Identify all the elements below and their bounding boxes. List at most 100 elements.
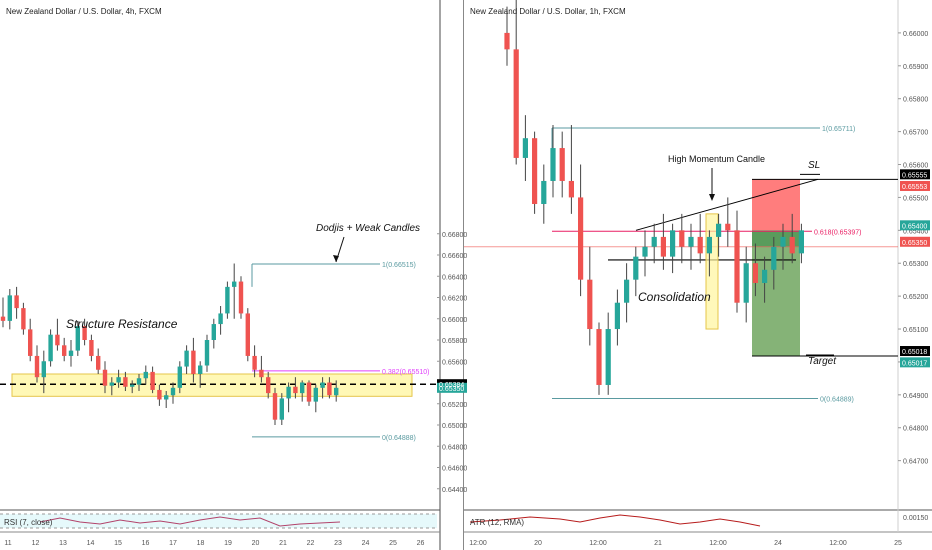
annotation-high-momentum-candle: High Momentum Candle	[668, 154, 765, 164]
price-badge	[900, 169, 930, 180]
x-tick-label: 24	[362, 540, 370, 547]
y-tick-label: 0.65000	[442, 423, 467, 430]
candle-body	[0, 316, 6, 321]
annotation-arrowhead-dodjis	[333, 255, 339, 262]
annotation-structure-resistance: Structure Resistance	[66, 317, 178, 331]
candle-body	[123, 377, 128, 387]
y-tick-label: 0.66000	[903, 31, 928, 38]
y-tick-label: 0.66000	[442, 317, 467, 324]
left-chart-title: New Zealand Dollar / U.S. Dollar, 4h, FX…	[6, 7, 162, 16]
candle-body	[532, 138, 538, 204]
x-tick-label: 12:00	[589, 540, 607, 547]
candle-body	[716, 223, 722, 237]
candle-body	[660, 236, 666, 257]
y-tick-label: 0.64800	[903, 426, 928, 433]
candle-body	[225, 286, 230, 314]
x-tick-label: 14	[87, 540, 95, 547]
candle-body	[116, 377, 121, 383]
x-tick-label: 13	[59, 540, 67, 547]
fib-level-label: 0.618(0.65397)	[814, 229, 861, 236]
x-tick-label: 26	[417, 540, 425, 547]
rsi-band	[0, 514, 437, 528]
candle-body	[238, 281, 244, 314]
y-tick-label: 0.64900	[903, 393, 928, 400]
candle-body	[150, 371, 155, 390]
y-tick-label: 0.66200	[442, 296, 467, 303]
candle-body	[559, 148, 565, 181]
candle-body	[752, 263, 758, 283]
y-tick-label: 0.66600	[442, 253, 467, 260]
annotation-consolidation: Consolidation	[638, 290, 711, 304]
candle-body	[541, 180, 547, 204]
candle-body	[327, 382, 332, 396]
candle-body	[232, 281, 237, 287]
candle-body	[568, 180, 574, 198]
candle-body	[504, 32, 510, 50]
x-tick-label: 20	[252, 540, 260, 547]
x-tick-label: 15	[114, 540, 122, 547]
candle-body	[28, 329, 33, 356]
x-tick-label: 16	[142, 540, 150, 547]
candle-body	[55, 334, 60, 346]
x-tick-label: 12:00	[829, 540, 847, 547]
candle-body	[82, 326, 87, 340]
y-tick-label: 0.65700	[903, 130, 928, 137]
candle-body	[798, 230, 804, 254]
candle-body	[780, 236, 786, 247]
candle-body	[68, 350, 74, 356]
rising-trendline	[635, 178, 819, 231]
price-badge	[900, 346, 930, 357]
candle-body	[771, 246, 777, 270]
right-chart-1h: 0.66000 0.65900 0.65800 0.65700 0.65600 0.655…	[464, 0, 930, 547]
stop-loss-zone	[752, 179, 800, 231]
candle-body	[136, 378, 142, 385]
structure-resistance-zone	[11, 373, 413, 397]
candle-body	[651, 236, 657, 247]
candle-body	[743, 263, 749, 303]
candle-body	[734, 230, 740, 303]
candle-body	[550, 148, 556, 181]
y-tick-label: 0.65600	[442, 359, 467, 366]
candle-body	[143, 371, 148, 379]
x-tick-label: 25	[389, 540, 397, 547]
x-tick-label: 17	[169, 540, 177, 547]
candle-body	[109, 382, 114, 386]
x-tick-label: 21	[654, 540, 662, 547]
x-tick-label: 12:00	[709, 540, 727, 547]
y-tick-label: 0.65800	[442, 338, 467, 345]
candle-body	[211, 324, 216, 340]
x-tick-label: 20	[534, 540, 542, 547]
y-tick-label: 0.65900	[903, 64, 928, 71]
y-tick-label: 0.65800	[903, 97, 928, 104]
candle-body	[300, 382, 305, 394]
candle-body	[96, 355, 101, 370]
candle-body	[789, 236, 795, 254]
candle-body	[75, 326, 80, 351]
y-tick-label: 0.64600	[442, 466, 467, 473]
price-badge	[900, 220, 930, 231]
price-badge-label: 0.65553	[902, 184, 927, 191]
price-badge-label: 0.65018	[902, 349, 927, 356]
x-tick-label: 11	[4, 540, 11, 547]
candle-body	[320, 382, 325, 388]
x-tick-label: 18	[197, 540, 205, 547]
open-profit-zone	[752, 230, 800, 247]
candle-body	[587, 279, 593, 330]
candle-body	[313, 387, 318, 402]
candle-body	[177, 366, 182, 388]
y-tick-label: 0.65400	[903, 228, 928, 235]
candle-body	[286, 386, 291, 399]
y-tick-label: 0.65600	[903, 163, 928, 170]
candle-body	[614, 302, 620, 330]
candle-body	[679, 230, 685, 247]
candle-body	[578, 197, 584, 280]
y-tick-label: 0.65500	[903, 195, 928, 202]
candle-body	[245, 313, 250, 356]
price-badge-label: 0.65350	[902, 240, 927, 247]
x-tick-label: 24	[774, 540, 782, 547]
y-tick-label: 0.64800	[442, 444, 467, 451]
fib-level-label: 1(0.65711)	[822, 126, 855, 133]
candle-body	[306, 382, 312, 402]
candle-body	[334, 387, 339, 396]
x-tick-label: 23	[334, 540, 342, 547]
